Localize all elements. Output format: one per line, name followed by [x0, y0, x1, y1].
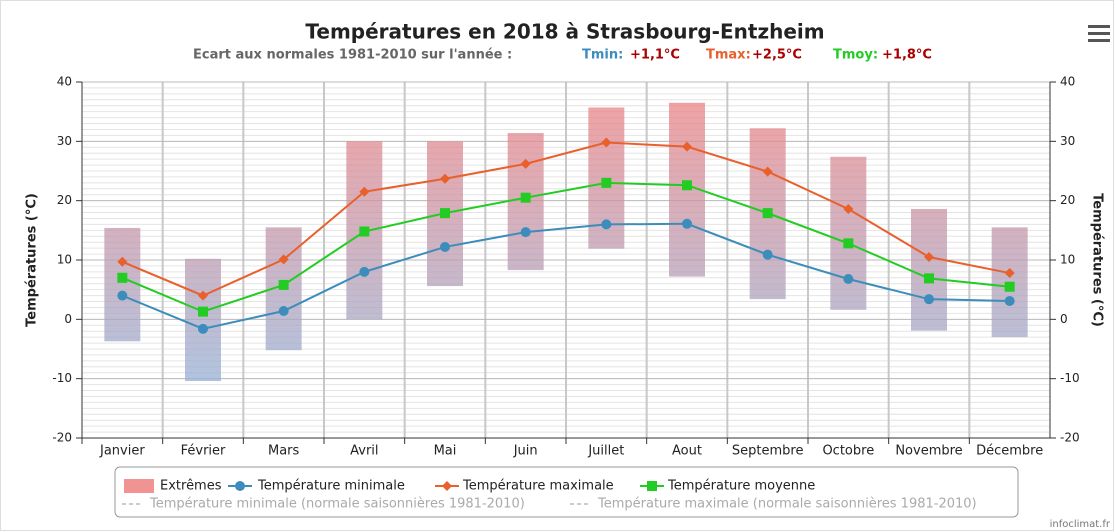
point [117, 256, 128, 267]
legend-box [114, 466, 1019, 518]
x-tick-label: Mai [434, 444, 457, 459]
point [440, 173, 450, 184]
menu-bar[interactable] [1088, 25, 1110, 28]
point [843, 203, 854, 214]
x-tick-label: Novembre [895, 444, 962, 459]
anomaly-value: +2,5°C [752, 48, 802, 63]
point [843, 273, 854, 284]
anomaly-name: Tmoy: [833, 48, 878, 63]
point [762, 249, 773, 260]
anomaly-name: Tmin: [582, 48, 623, 63]
point [278, 306, 289, 317]
x-tick-label: Avril [350, 444, 378, 459]
extreme-bar [185, 258, 221, 382]
y-tick-label: 30 [57, 134, 72, 148]
y-tick-label: 0 [64, 312, 72, 326]
point [682, 180, 692, 191]
point [278, 279, 289, 290]
point [440, 241, 450, 252]
point [520, 227, 531, 238]
point [601, 177, 612, 188]
credit: infoclimat.fr [1050, 519, 1111, 530]
point [278, 254, 289, 265]
legend-label: Température minimale [257, 479, 405, 494]
y2-tick-label: 10 [1060, 253, 1075, 267]
point [762, 166, 773, 177]
y2-tick-label: 0 [1060, 312, 1068, 326]
x-tick-label: Septembre [732, 444, 804, 459]
legend-swatch [124, 479, 154, 493]
point [520, 192, 531, 203]
anomaly-value: +1,1°C [630, 48, 680, 63]
y-tick-label: 40 [57, 75, 72, 89]
x-tick-label: Juin [513, 444, 538, 459]
point [924, 273, 934, 284]
y2-tick-label: -10 [1060, 371, 1080, 385]
x-tick-label: Décembre [976, 444, 1043, 459]
legend-label: Température moyenne [667, 479, 815, 494]
legend-marker [235, 481, 245, 491]
y-tick-label: -20 [52, 431, 72, 445]
legend-marker [442, 481, 452, 491]
series-line [121, 222, 1010, 330]
y2-tick-label: 40 [1060, 75, 1075, 89]
y2-tick-label: -20 [1060, 431, 1080, 445]
point [359, 266, 370, 277]
point [1004, 295, 1015, 306]
menu-bar[interactable] [1088, 32, 1110, 35]
y-tick-label: 20 [57, 193, 72, 207]
point [198, 290, 208, 301]
point [762, 208, 773, 219]
legend-marker [647, 481, 657, 491]
y2-axis-title: Températures (°C) [1090, 193, 1105, 327]
anomaly-value: +1,8°C [882, 48, 932, 63]
y-axis-title: Températures (°C) [25, 193, 40, 327]
extreme-bar [104, 227, 141, 342]
y2-tick-label: 20 [1060, 193, 1075, 207]
series-line [121, 181, 1010, 313]
x-tick-label: Aout [672, 444, 702, 459]
point [682, 218, 692, 229]
y-tick-label: -10 [52, 371, 72, 385]
point [843, 238, 854, 249]
x-tick-label: Octobre [822, 444, 874, 459]
point [520, 158, 531, 169]
anomaly-name: Tmax: [706, 48, 751, 63]
extreme-bar [830, 156, 867, 310]
chart-title: Températures en 2018 à Strasbourg-Entzhe… [305, 20, 824, 44]
point [117, 272, 128, 283]
point [198, 306, 208, 317]
menu-bar[interactable] [1088, 39, 1110, 42]
point [682, 141, 692, 152]
x-tick-label: Février [181, 444, 226, 459]
legend-label: Extrêmes [160, 479, 222, 494]
legend-label: Température maximale (normale saisonnièr… [597, 497, 977, 512]
y2-tick-label: 30 [1060, 134, 1075, 148]
legend-label: Température maximale [462, 479, 614, 494]
point [924, 294, 934, 305]
series-line [121, 141, 1010, 297]
point [117, 290, 128, 301]
x-tick-label: Mars [268, 444, 300, 459]
point [359, 186, 370, 197]
menu-button[interactable] [1088, 25, 1110, 42]
point [601, 219, 612, 230]
point [440, 208, 450, 219]
point [198, 323, 208, 334]
point [359, 226, 370, 237]
y-tick-label: 10 [57, 253, 72, 267]
point [601, 137, 612, 148]
point [1004, 268, 1015, 279]
x-tick-label: Juillet [587, 444, 624, 459]
legend-label: Température minimale (normale saisonnièr… [149, 497, 525, 512]
point [924, 252, 934, 263]
extreme-bar [911, 208, 947, 331]
subtitle: Ecart aux normales 1981-2010 sur l'année… [193, 48, 512, 63]
point [1004, 281, 1015, 292]
x-tick-label: Janvier [99, 444, 145, 459]
